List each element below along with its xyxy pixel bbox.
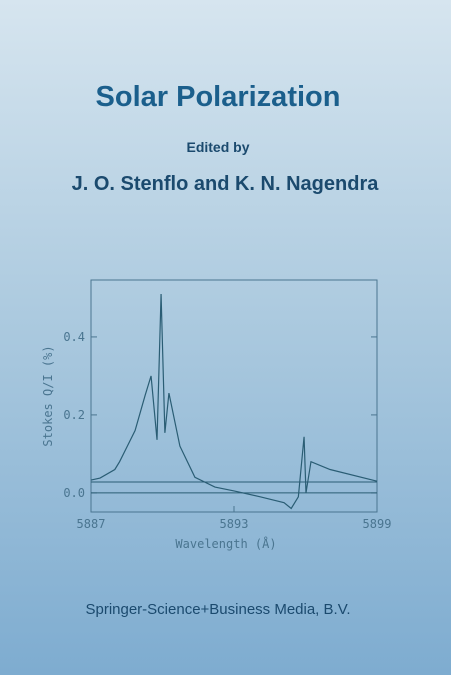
title: Solar Polarization <box>96 81 341 113</box>
x-tick-label: 5887 <box>77 517 106 531</box>
publisher: Springer-Science+Business Media, B.V. <box>85 601 350 618</box>
edited-by: Edited by <box>186 139 249 155</box>
x-tick-label: 5899 <box>363 517 392 531</box>
editors: J. O. Stenflo and K. N. Nagendra <box>72 173 380 195</box>
y-tick-label: 0.2 <box>63 408 85 422</box>
x-axis-label: Wavelength (Å) <box>175 536 276 551</box>
data-line <box>90 294 378 510</box>
y-tick-label: 0.0 <box>63 486 85 500</box>
y-tick-label: 0.4 <box>63 330 85 344</box>
y-axis-label: Stokes Q/I (%) <box>41 345 55 446</box>
x-tick-label: 5893 <box>220 517 249 531</box>
